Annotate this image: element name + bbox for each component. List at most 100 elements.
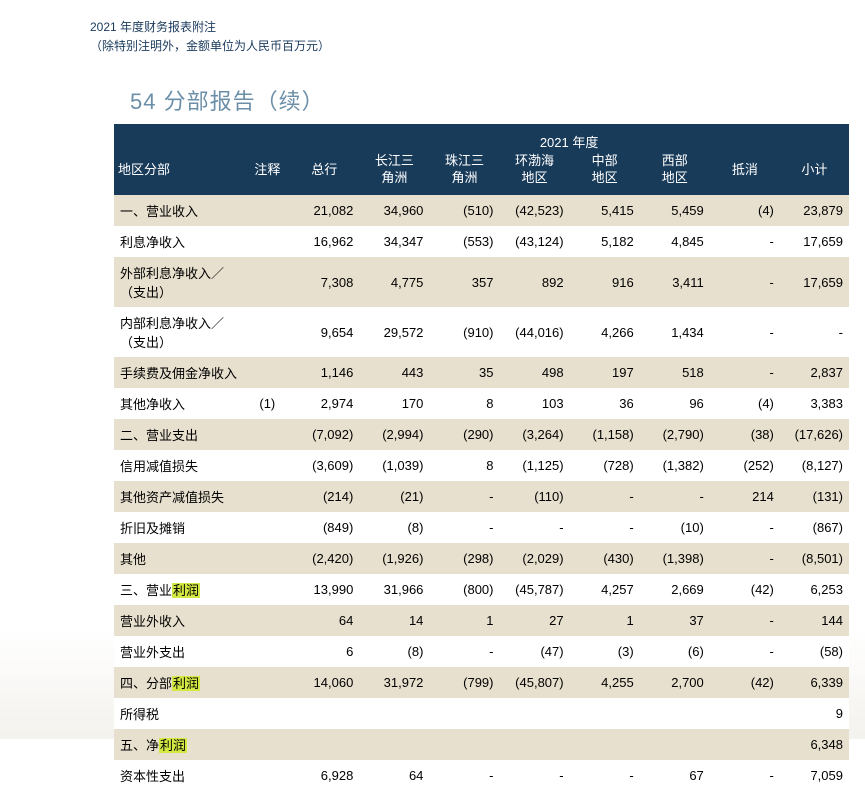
cell-value: (3,264) (500, 419, 570, 450)
row-label: 一、营业收入 (114, 195, 245, 226)
cell-value: (430) (570, 543, 640, 574)
cell-value: (42,523) (500, 195, 570, 226)
cell-value (640, 729, 710, 760)
row-note (245, 574, 289, 605)
cell-value: (44,016) (500, 307, 570, 357)
cell-value: (10) (640, 512, 710, 543)
cell-value (710, 729, 780, 760)
cell-value: (800) (429, 574, 499, 605)
cell-value: - (710, 357, 780, 388)
cell-value: 4,266 (570, 307, 640, 357)
cell-value: (1,158) (570, 419, 640, 450)
cell-value: (45,787) (500, 574, 570, 605)
cell-value: 64 (289, 605, 359, 636)
cell-value: 1 (429, 605, 499, 636)
cell-value: 7,308 (289, 257, 359, 307)
cell-value: - (780, 307, 849, 357)
cell-value: (7,092) (289, 419, 359, 450)
cell-value: (58) (780, 636, 849, 667)
cell-value: 17,659 (780, 257, 849, 307)
cell-value (429, 698, 499, 729)
row-label: 其他净收入 (114, 388, 245, 419)
cell-value: 916 (570, 257, 640, 307)
row-label: 所得税 (114, 698, 245, 729)
th-col-6: 中部地区 (570, 151, 640, 195)
cell-value: - (710, 307, 780, 357)
cell-value: 4,845 (640, 226, 710, 257)
cell-value: - (570, 760, 640, 791)
cell-value: 16,962 (289, 226, 359, 257)
cell-value: (290) (429, 419, 499, 450)
cell-value: 2,837 (780, 357, 849, 388)
cell-value: (867) (780, 512, 849, 543)
cell-value: 144 (780, 605, 849, 636)
table-row: 其他资产减值损失(214)(21)-(110)--214(131) (114, 481, 849, 512)
page: 2021 年度财务报表附注 （除特别注明外，金额单位为人民币百万元） 54 分部… (0, 0, 865, 739)
cell-value: 6,253 (780, 574, 849, 605)
table-head: 2021 年度 地区分部注释总行长江三角洲珠江三角洲环渤海地区中部地区西部地区抵… (114, 124, 849, 195)
th-year: 2021 年度 (289, 124, 849, 151)
cell-value: 14 (359, 605, 429, 636)
th-col-5: 环渤海地区 (500, 151, 570, 195)
cell-value: (42) (710, 667, 780, 698)
table-row: 外部利息净收入／（支出）7,3084,7753578929163,411-17,… (114, 257, 849, 307)
cell-value: (17,626) (780, 419, 849, 450)
cell-value: 29,572 (359, 307, 429, 357)
cell-value: 2,700 (640, 667, 710, 698)
row-note (245, 419, 289, 450)
cell-value: 214 (710, 481, 780, 512)
section-heading: 分部报告（续） (164, 89, 325, 114)
cell-value: (4) (710, 388, 780, 419)
cell-value: 8 (429, 388, 499, 419)
row-label: 折旧及摊销 (114, 512, 245, 543)
cell-value: 9,654 (289, 307, 359, 357)
row-note (245, 636, 289, 667)
row-label: 五、净利润 (114, 729, 245, 760)
cell-value: (910) (429, 307, 499, 357)
cell-value: 892 (500, 257, 570, 307)
table-row: 其他净收入(1)2,97417081033696(4)3,383 (114, 388, 849, 419)
cell-value (429, 729, 499, 760)
cell-value: (849) (289, 512, 359, 543)
th-col-0: 地区分部 (114, 151, 245, 195)
row-label: 三、营业利润 (114, 574, 245, 605)
cell-value: 6,348 (780, 729, 849, 760)
cell-value: (8,127) (780, 450, 849, 481)
cell-value (570, 729, 640, 760)
cell-value: (298) (429, 543, 499, 574)
cell-value: 3,411 (640, 257, 710, 307)
cell-value: (252) (710, 450, 780, 481)
th-col-7: 西部地区 (640, 151, 710, 195)
cell-value: (1,382) (640, 450, 710, 481)
cell-value: - (710, 605, 780, 636)
section-number: 54 (130, 89, 156, 114)
row-note (245, 512, 289, 543)
cell-value: (131) (780, 481, 849, 512)
header-note: 2021 年度财务报表附注 （除特别注明外，金额单位为人民币百万元） (90, 18, 847, 56)
cell-value: 34,347 (359, 226, 429, 257)
cell-value: (47) (500, 636, 570, 667)
cell-value: 27 (500, 605, 570, 636)
cell-value: - (500, 512, 570, 543)
cell-value: - (710, 543, 780, 574)
cell-value: (2,029) (500, 543, 570, 574)
cell-value: 170 (359, 388, 429, 419)
cell-value: 6 (289, 636, 359, 667)
highlight-text: 利润 (159, 738, 187, 753)
table-row: 营业外支出6(8)-(47)(3)(6)-(58) (114, 636, 849, 667)
row-label: 信用减值损失 (114, 450, 245, 481)
cell-value: (1,398) (640, 543, 710, 574)
cell-value: (2,420) (289, 543, 359, 574)
cell-value: 21,082 (289, 195, 359, 226)
row-note (245, 257, 289, 307)
table-body: 一、营业收入21,08234,960(510)(42,523)5,4155,45… (114, 195, 849, 791)
cell-value: (38) (710, 419, 780, 450)
cell-value: 17,659 (780, 226, 849, 257)
row-label: 外部利息净收入／（支出） (114, 257, 245, 307)
cell-value (710, 698, 780, 729)
cell-value: - (429, 760, 499, 791)
cell-value: 3,383 (780, 388, 849, 419)
cell-value: 518 (640, 357, 710, 388)
table-row: 五、净利润 6,348 (114, 729, 849, 760)
row-label: 资本性支出 (114, 760, 245, 791)
